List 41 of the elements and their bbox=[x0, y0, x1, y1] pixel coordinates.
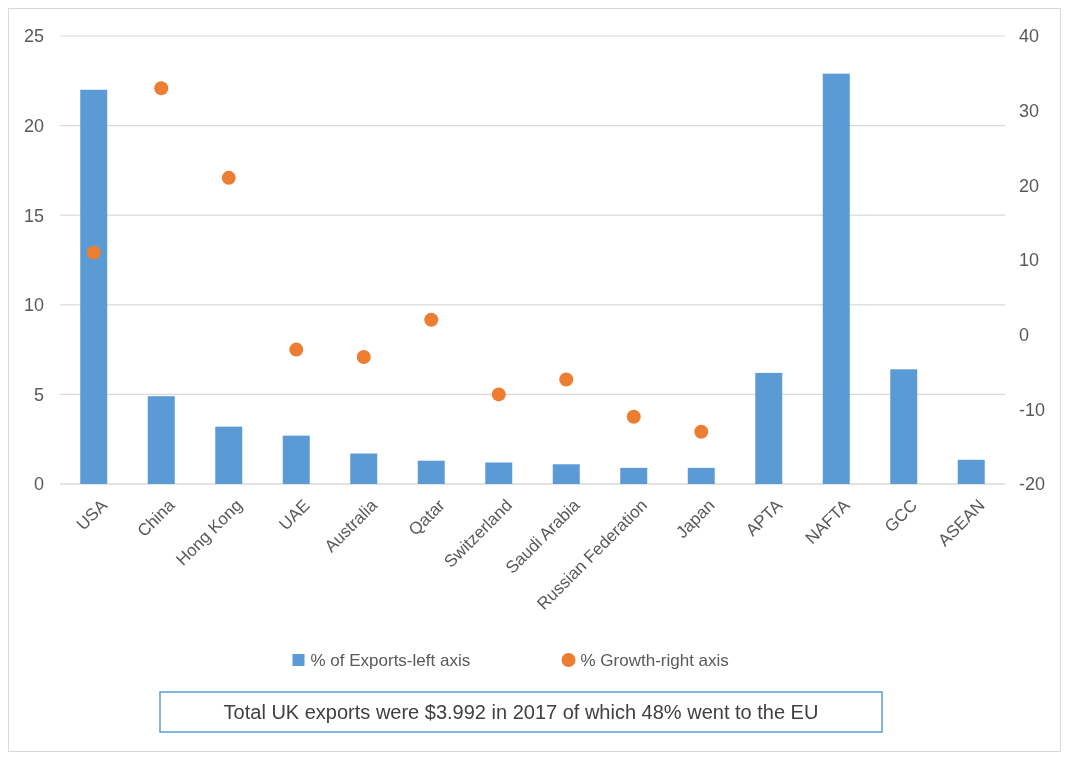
point bbox=[694, 424, 709, 439]
point bbox=[491, 387, 506, 402]
y-tick-label: 15 bbox=[23, 205, 44, 226]
y-tick-label: 20 bbox=[23, 115, 44, 136]
bar bbox=[215, 426, 243, 484]
y2-tick-label: 30 bbox=[1019, 100, 1040, 121]
y-tick-label: 25 bbox=[23, 26, 44, 47]
y-tick-label: 10 bbox=[23, 295, 44, 316]
legend-label: % Growth-right axis bbox=[580, 650, 729, 670]
y2-tick-label: 0 bbox=[1019, 324, 1030, 345]
bar bbox=[485, 462, 513, 484]
point bbox=[289, 342, 304, 357]
point bbox=[424, 312, 439, 327]
point bbox=[626, 409, 641, 424]
bar bbox=[822, 73, 850, 484]
point bbox=[154, 81, 169, 96]
bar bbox=[80, 89, 108, 484]
y2-tick-label: 10 bbox=[1019, 250, 1040, 271]
y2-tick-label: 40 bbox=[1019, 26, 1040, 47]
bar bbox=[282, 435, 310, 484]
y2-tick-label: -10 bbox=[1019, 399, 1046, 420]
text: Total UK exports were $3.992 in 2017 of which 48% went to the EU bbox=[223, 701, 819, 723]
bar bbox=[620, 467, 648, 484]
bar bbox=[890, 369, 918, 484]
y2-tick-label: -20 bbox=[1019, 474, 1046, 495]
point bbox=[221, 170, 236, 185]
bar bbox=[350, 453, 378, 484]
bar bbox=[417, 460, 445, 484]
bar bbox=[687, 467, 715, 484]
x-tick-label: USA bbox=[72, 495, 112, 534]
bar bbox=[552, 464, 580, 484]
bar bbox=[957, 459, 985, 484]
y2-tick-label: 20 bbox=[1019, 175, 1040, 196]
bar bbox=[147, 396, 175, 484]
legend-label: % of Exports-left axis bbox=[310, 650, 471, 670]
bar bbox=[755, 372, 783, 484]
y-tick-label: 0 bbox=[33, 474, 44, 495]
y-tick-label: 5 bbox=[33, 384, 44, 405]
point bbox=[86, 245, 101, 260]
point bbox=[559, 372, 574, 387]
point bbox=[356, 350, 371, 365]
